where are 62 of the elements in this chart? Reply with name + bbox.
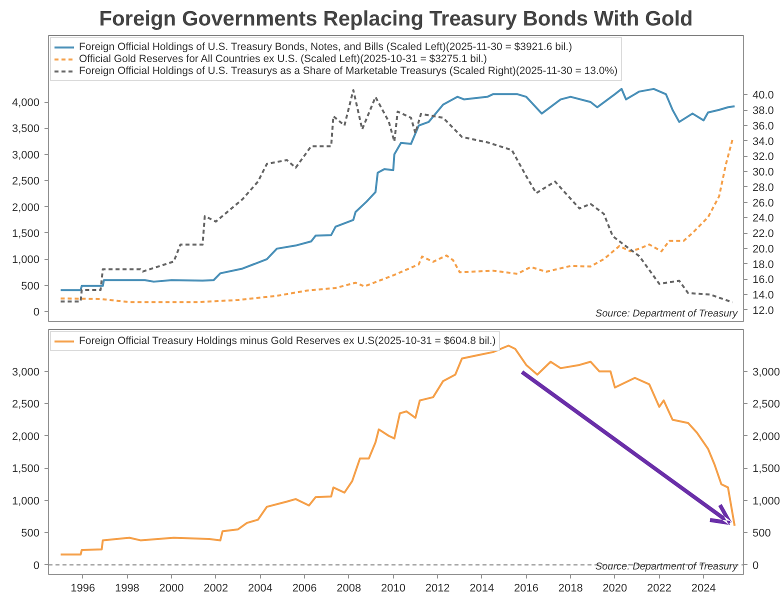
- y2-tick-label: 16.0: [752, 274, 774, 286]
- y-tick-label: 2,000: [12, 430, 40, 443]
- annotation: Source: Department of Treasury: [595, 562, 738, 572]
- x-tick-label: 1996: [70, 582, 96, 594]
- y-tick-label: 0: [33, 560, 40, 572]
- y2-tick-label: 22.0: [752, 228, 774, 240]
- y2-tick-label: 14.0: [752, 290, 774, 302]
- y2-tick-label: 1,500: [752, 463, 780, 476]
- y-tick-label: 0: [33, 306, 40, 319]
- x-tick-label: 2016: [514, 582, 538, 594]
- chart-title: Foreign Governments Replacing Treasury Bonds With Gold: [99, 8, 693, 30]
- y2-tick-label: 0: [752, 560, 759, 572]
- y2-tick-label: 38.0: [752, 105, 774, 118]
- y-tick-label: 4,000: [12, 97, 40, 110]
- y-tick-label: 1,500: [12, 228, 40, 240]
- y2-tick-label: 500: [752, 528, 771, 540]
- x-tick-label: 2004: [248, 582, 272, 594]
- y-tick-label: 500: [21, 528, 40, 540]
- legend-label: Foreign Official Holdings of U.S. Treasury Bonds, Notes, and Bills (Scaled Left)(2025-11-30 = $3921.6 bil.): [79, 41, 572, 53]
- x-tick-label: 2006: [292, 582, 317, 594]
- y-tick-label: 3,000: [12, 366, 40, 378]
- y-tick-label: 1,000: [12, 254, 40, 266]
- legend-label: Foreign Official Holdings of U.S. Treasurys as a Share of Marketable Treasurys (Scaled Right)(2025-11-30 = 13.0%): [79, 65, 618, 77]
- y2-tick-label: 3,000: [752, 366, 780, 378]
- y2-tick-label: 2,500: [752, 398, 780, 411]
- y-tick-label: 2,000: [12, 202, 40, 214]
- y2-tick-label: 26.0: [752, 197, 774, 210]
- y-tick-label: 500: [21, 280, 40, 292]
- y2-tick-label: 2,000: [752, 430, 780, 443]
- y-tick-label: 3,500: [12, 123, 40, 136]
- x-tick-label: 2018: [558, 582, 583, 594]
- y2-tick-label: 20.0: [752, 243, 774, 256]
- y2-tick-label: 24.0: [752, 212, 774, 225]
- y2-tick-label: 32.0: [752, 151, 774, 164]
- x-tick-label: 2008: [336, 582, 362, 594]
- legend-label: Official Gold Reserves for All Countries ex U.S. (Scaled Left)(2025-10-31 = $3275.1 bil.): [79, 53, 488, 65]
- x-tick-label: 2020: [602, 582, 628, 594]
- x-tick-label: 2024: [691, 582, 716, 594]
- x-tick-label: 2022: [647, 582, 672, 594]
- y2-tick-label: 34.0: [752, 136, 774, 148]
- x-tick-label: 2000: [159, 582, 184, 594]
- y2-tick-label: 40.0: [752, 90, 774, 102]
- y2-tick-label: 1,000: [752, 495, 780, 508]
- y-tick-label: 3,000: [12, 149, 40, 162]
- x-tick-label: 2012: [425, 582, 450, 594]
- annotation: Source: Department of Treasury: [595, 308, 738, 320]
- x-tick-label: 2002: [204, 582, 228, 594]
- y2-tick-label: 28.0: [752, 182, 774, 194]
- y-tick-label: 2,500: [12, 176, 40, 188]
- legend-label: Foreign Official Treasury Holdings minus Gold Reserves ex U.S(2025-10-31 = $604.8 bil.): [79, 335, 496, 347]
- line-series: [60, 138, 734, 304]
- y-tick-label: 2,500: [12, 398, 40, 411]
- y2-tick-label: 12.0: [752, 304, 774, 317]
- y-tick-label: 1,500: [12, 463, 40, 476]
- x-tick-label: 2010: [380, 582, 406, 594]
- x-tick-label: 1998: [114, 582, 140, 594]
- line-series: [60, 344, 736, 556]
- y2-tick-label: 18.0: [752, 258, 774, 271]
- y2-tick-label: 36.0: [752, 120, 774, 132]
- x-tick-label: 2014: [470, 582, 494, 594]
- y2-tick-label: 30.0: [752, 166, 774, 179]
- y-tick-label: 1,000: [12, 495, 40, 508]
